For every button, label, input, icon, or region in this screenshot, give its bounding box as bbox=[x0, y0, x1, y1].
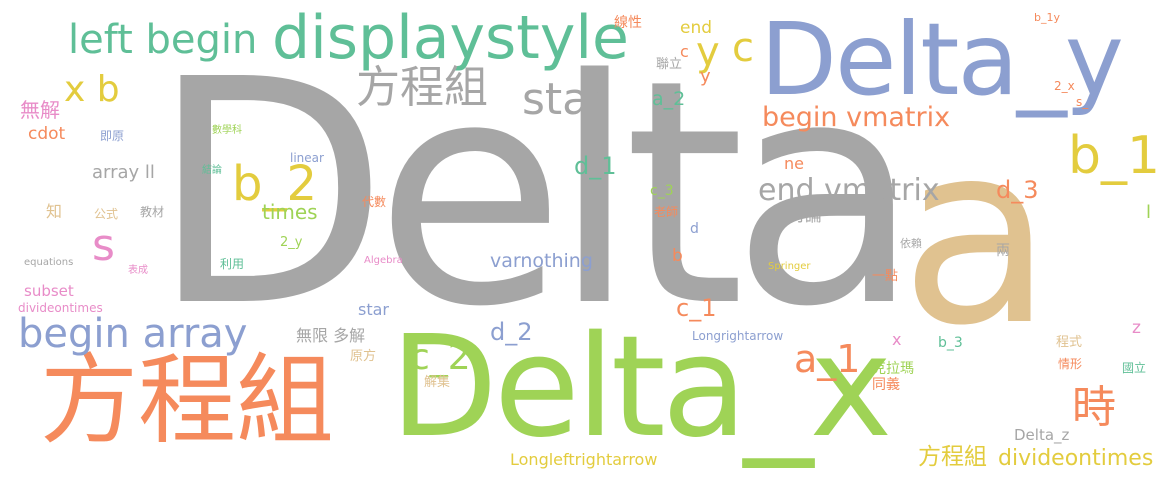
word-biaocheng: 表成 bbox=[128, 265, 148, 276]
word-yidian: 一點 bbox=[872, 269, 899, 284]
word-displaystyle: displaystyle bbox=[272, 3, 629, 73]
word-a2: a_2 bbox=[652, 88, 686, 110]
word-left-begin: left begin bbox=[68, 17, 258, 63]
word-d1: d_1 bbox=[574, 152, 617, 180]
word-star: star bbox=[522, 74, 608, 125]
word-tongyi: 同義 bbox=[872, 377, 900, 393]
word-delta: Delta bbox=[150, 14, 921, 375]
word-springer: Springer bbox=[768, 261, 811, 272]
word-gongshi: 公式 bbox=[94, 207, 119, 221]
word-times: times bbox=[262, 200, 318, 224]
word-c1: c_1 bbox=[676, 294, 717, 322]
word-begin-array: begin array bbox=[18, 311, 248, 357]
word-wuxian-duojie: 無限 多解 bbox=[296, 326, 366, 345]
word-array-ll: array ll bbox=[92, 162, 155, 183]
word-delta-y: Delta_y bbox=[760, 1, 1124, 118]
word-end: end bbox=[680, 18, 713, 38]
word-a: a bbox=[900, 89, 1054, 380]
word-b1: b_1 bbox=[1068, 126, 1161, 186]
word-2y: 2_y bbox=[280, 235, 303, 250]
word-c: c bbox=[732, 25, 754, 71]
word-a1: a_1 bbox=[794, 337, 861, 381]
word-y-small: y bbox=[700, 66, 711, 87]
word-begin-vmatrix: begin vmatrix bbox=[762, 102, 951, 133]
word-star-small: star bbox=[358, 300, 389, 319]
word-fangchengzu-large: 方程組 bbox=[40, 344, 335, 458]
word-qingxing: 情形 bbox=[1058, 357, 1083, 371]
word-b: b bbox=[672, 246, 683, 266]
word-yuanfang: 原方 bbox=[350, 349, 377, 364]
word-shuxueke: 數學科 bbox=[212, 125, 242, 136]
word-jiyuan: 即原 bbox=[100, 129, 125, 143]
word-divideontimes: divideontimes bbox=[998, 446, 1154, 471]
word-y: y bbox=[696, 29, 720, 75]
word-liyong: 利用 bbox=[220, 257, 245, 271]
word-equations: equations bbox=[24, 257, 74, 268]
word-shi: 時 bbox=[1072, 382, 1116, 433]
word-divideontimes-small: divideontimes bbox=[18, 301, 103, 315]
word-chengshi: 程式 bbox=[1056, 335, 1083, 350]
word-varnothing: varnothing bbox=[490, 250, 593, 272]
word-fangchengzu-small: 方程組 bbox=[918, 444, 987, 470]
word-laoshi: 老師 bbox=[654, 205, 679, 219]
word-d: d bbox=[690, 221, 699, 237]
word-2x: 2_x bbox=[1054, 79, 1075, 93]
word-wujie: 無解 bbox=[20, 98, 60, 122]
word-b1y: b_1y bbox=[1034, 11, 1060, 24]
word-delta-z: Delta_z bbox=[1014, 426, 1070, 444]
word-taolun: 討論 bbox=[788, 206, 822, 226]
word-guoli: 國立 bbox=[1122, 361, 1147, 375]
word-end-vmatrix: end vmatrix bbox=[758, 173, 940, 208]
word-kelama: 克拉瑪 bbox=[872, 361, 914, 377]
word-x-b: x b bbox=[64, 69, 120, 110]
word-cdot: cdot bbox=[28, 124, 66, 144]
word-b3: b_3 bbox=[938, 335, 963, 351]
word-jielun: 結論 bbox=[202, 165, 222, 176]
word-zhi: 知 bbox=[46, 202, 63, 221]
word-yilai: 依賴 bbox=[900, 237, 922, 250]
word-jieji: 解集 bbox=[424, 375, 451, 390]
word-ne: ne bbox=[784, 154, 804, 173]
word-l: l bbox=[1146, 202, 1152, 223]
word-delta-x: Delta_x bbox=[390, 306, 892, 469]
word-s-underscore: s_ bbox=[1076, 95, 1089, 109]
word-x-pink: x bbox=[892, 330, 902, 349]
word-longrightarrow: Longrightarrow bbox=[692, 329, 784, 343]
word-longleftrightarrow: Longleftrightarrow bbox=[510, 450, 658, 469]
word-d3: d_3 bbox=[996, 176, 1039, 204]
word-s: s bbox=[92, 220, 115, 271]
word-daishu: 代數 bbox=[362, 195, 387, 209]
word-xianxing: 線性 bbox=[614, 15, 642, 31]
word-linear: linear bbox=[290, 151, 324, 165]
word-jiaocai: 教材 bbox=[140, 205, 165, 219]
word-fangchengzu-mid: 方程組 bbox=[356, 62, 488, 113]
word-algebra: Algebra bbox=[364, 255, 403, 266]
word-c2: c_2 bbox=[410, 337, 471, 378]
word-subset: subset bbox=[24, 282, 74, 300]
word-z: z bbox=[1132, 318, 1141, 338]
word-lianli: 聯立 bbox=[656, 57, 683, 72]
word-b2: b_2 bbox=[232, 156, 318, 212]
word-c-small: c bbox=[680, 42, 689, 61]
word-c3: c_3 bbox=[650, 183, 674, 199]
word-liang: 兩 bbox=[996, 243, 1010, 259]
word-d2: d_2 bbox=[490, 318, 533, 346]
